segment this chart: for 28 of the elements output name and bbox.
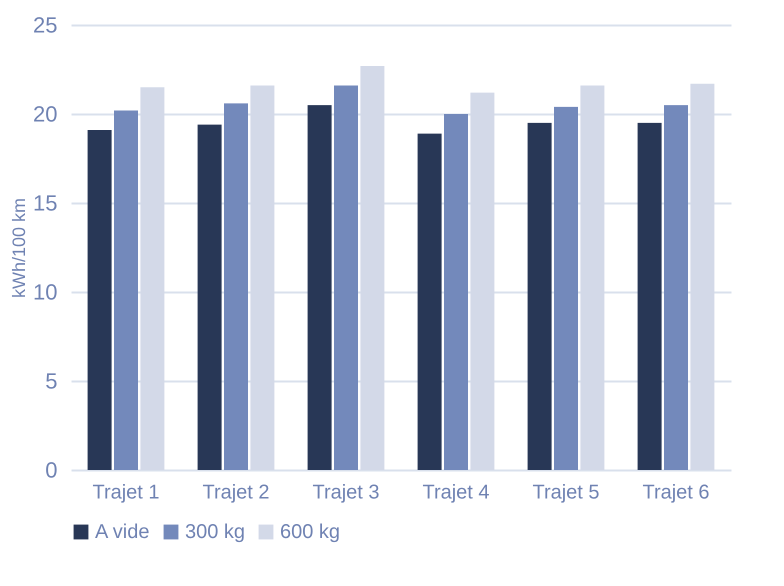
x-tick-label: Trajet 5 (532, 482, 600, 504)
bar (418, 134, 442, 470)
bar (224, 103, 248, 470)
bar (198, 124, 222, 470)
bar (334, 86, 358, 470)
legend-label: 300 kg (185, 521, 246, 543)
y-tick-label: 25 (33, 12, 58, 38)
legend-label: 600 kg (280, 521, 340, 543)
bar (308, 105, 332, 470)
bar (664, 105, 688, 470)
bar (88, 130, 112, 470)
x-tick-label: Trajet 6 (642, 482, 710, 504)
bar (554, 106, 578, 470)
y-tick-label: 0 (45, 458, 58, 482)
y-axis-title: kWh/100 km (9, 198, 30, 298)
x-tick-label: Trajet 4 (422, 482, 490, 504)
x-tick-label: Trajet 1 (92, 482, 160, 504)
bar (528, 122, 552, 470)
y-tick-label: 20 (33, 102, 58, 126)
x-tick-label: Trajet 2 (202, 482, 270, 504)
x-tick-label: Trajet 3 (312, 482, 380, 504)
y-tick-label: 5 (45, 368, 58, 394)
bar (114, 110, 138, 470)
bar (444, 114, 468, 470)
y-tick-label: 10 (33, 280, 58, 304)
y-tick-label: 15 (33, 190, 58, 216)
bar (638, 122, 662, 470)
legend-label: A vide (95, 521, 150, 543)
